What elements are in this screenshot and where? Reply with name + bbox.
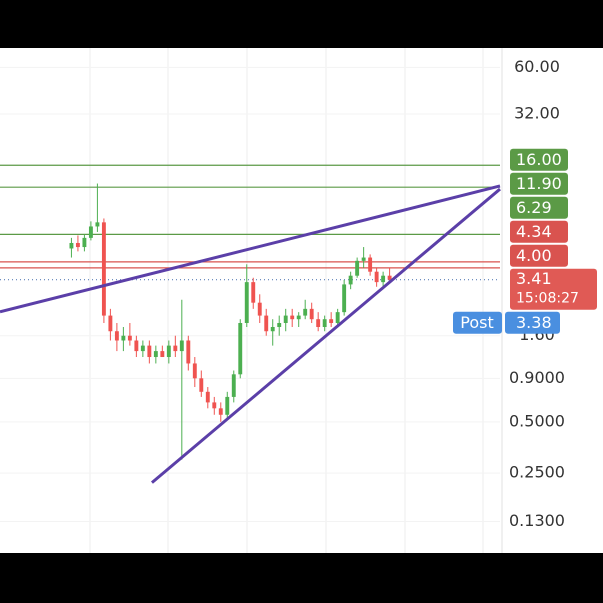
candle-body (186, 340, 191, 364)
candle-body (95, 222, 100, 227)
candle-body (75, 242, 80, 248)
last-price-box (510, 268, 597, 310)
price-line-box (510, 220, 568, 243)
candle-body (88, 226, 93, 238)
price-line-box (510, 244, 568, 267)
candle-body (231, 374, 236, 397)
post-name-box (453, 311, 502, 334)
candle-body (173, 345, 178, 352)
candle-body (329, 319, 334, 324)
y-tick-label: 32.00 (514, 103, 560, 122)
candle-body (218, 408, 223, 415)
candle-body (381, 275, 386, 283)
candle-body (361, 257, 366, 261)
price-line-box (510, 196, 568, 219)
candle-body (342, 284, 347, 313)
last-price-label: 3.41 (516, 269, 552, 288)
candle-body (238, 323, 243, 375)
price-line-label: 6.29 (516, 198, 552, 217)
candle-body (335, 312, 340, 324)
trendline (0, 184, 501, 314)
candle-body (140, 345, 145, 352)
candle-body (348, 275, 353, 285)
candle-body (270, 327, 275, 332)
candle-body (225, 396, 230, 415)
post-name-label: Post (460, 313, 493, 332)
candle-body (101, 222, 106, 316)
price-line-label: 4.34 (516, 222, 552, 241)
candle-body (251, 282, 256, 303)
y-tick-label: 0.1300 (509, 511, 565, 530)
candle-body (322, 319, 327, 328)
candle-body (134, 340, 139, 352)
candle-body (121, 335, 126, 341)
candle-body (192, 363, 197, 379)
trendline (150, 187, 501, 484)
y-tick-label: 0.9000 (509, 368, 565, 387)
price-line-label: 11.90 (516, 174, 562, 193)
candle-body (114, 331, 119, 341)
candle-body (290, 315, 295, 320)
candle-body (82, 237, 87, 248)
candle-body (127, 335, 132, 341)
post-price-label: 3.38 (516, 313, 552, 332)
candle-body (316, 319, 321, 328)
y-tick-label: 0.2500 (509, 463, 565, 482)
candle-body (277, 323, 282, 328)
candle-body (244, 282, 249, 324)
candle-body (368, 257, 373, 272)
candle-body (355, 260, 360, 276)
price-line-label: 4.00 (516, 246, 552, 265)
candle-body (303, 308, 308, 316)
candle-body (199, 378, 204, 392)
y-tick-label: 0.5000 (509, 411, 565, 430)
y-tick-label: 60.00 (514, 57, 560, 76)
candle-body (205, 391, 210, 403)
candle-body (374, 271, 379, 283)
countdown-label: 15:08:27 (516, 291, 579, 307)
candle-body (309, 308, 314, 320)
candle-body (153, 351, 158, 358)
candle-body (160, 351, 165, 358)
candle-body (108, 315, 113, 332)
candle-body (147, 345, 152, 358)
candle-body (257, 302, 262, 316)
price-line-label: 16.00 (516, 150, 562, 169)
candle-body (387, 275, 392, 280)
candle-body (69, 242, 74, 249)
candle-body (166, 345, 171, 358)
candle-body (283, 315, 288, 324)
price-line-box (510, 172, 568, 195)
candle-body (296, 315, 301, 320)
candle-body (264, 315, 269, 332)
candle-body (212, 402, 217, 409)
candle-body (179, 340, 184, 352)
post-price-box (505, 311, 560, 334)
price-line-box (510, 148, 568, 171)
